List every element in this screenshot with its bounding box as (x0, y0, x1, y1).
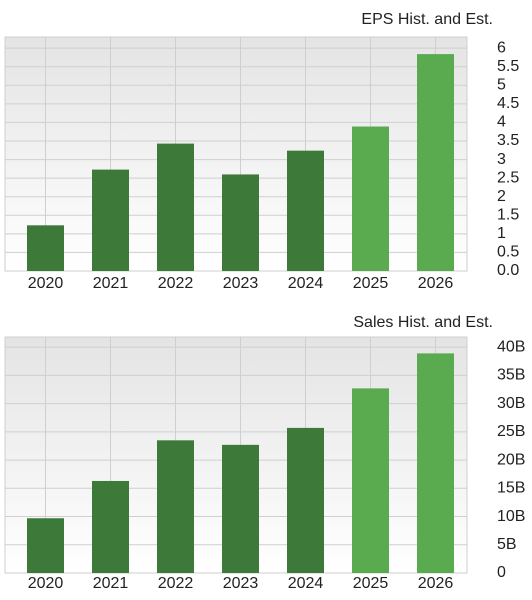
x-tick-label: 2026 (418, 575, 454, 592)
bar (417, 54, 454, 272)
y-tick-label: 5 (497, 77, 506, 94)
chart-title: EPS Hist. and Est. (361, 11, 493, 28)
y-tick-label: 35B (497, 367, 525, 384)
x-tick-label: 2023 (223, 275, 259, 292)
y-tick-label: 2.5 (497, 169, 519, 186)
y-tick-label: 1 (497, 225, 506, 242)
y-tick-label: 2 (497, 188, 506, 205)
x-tick-label: 2025 (353, 275, 389, 292)
y-tick-label: 20B (497, 451, 525, 468)
bar (352, 388, 389, 573)
bar (157, 440, 194, 573)
x-tick-label: 2024 (288, 275, 324, 292)
x-tick-label: 2020 (28, 575, 64, 592)
y-tick-label: 4.5 (497, 95, 519, 112)
chart-title: Sales Hist. and Est. (353, 314, 493, 331)
x-tick-label: 2021 (93, 575, 129, 592)
bar (92, 169, 129, 271)
y-tick-label: 30B (497, 395, 525, 412)
bar (287, 427, 324, 573)
y-tick-label: 1.5 (497, 207, 519, 224)
x-tick-label: 2020 (28, 275, 64, 292)
bar (222, 174, 259, 271)
y-tick-label: 25B (497, 423, 525, 440)
y-tick-label: 5.5 (497, 58, 519, 75)
bar (27, 518, 64, 573)
y-tick-label: 0.0 (497, 262, 519, 279)
y-tick-label: 5B (497, 536, 517, 553)
bar (27, 225, 64, 271)
bar (352, 126, 389, 271)
y-tick-label: 3 (497, 151, 506, 168)
x-tick-label: 2024 (288, 575, 324, 592)
y-tick-label: 15B (497, 480, 525, 497)
bar (92, 480, 129, 573)
y-tick-label: 40B (497, 338, 525, 355)
y-tick-label: 4 (497, 114, 506, 131)
y-tick-label: 10B (497, 508, 525, 525)
x-tick-label: 2022 (158, 275, 194, 292)
bar (157, 143, 194, 271)
y-tick-label: 0.5 (497, 244, 519, 261)
x-tick-label: 2025 (353, 575, 389, 592)
y-tick-label: 0 (497, 564, 506, 581)
bar (417, 353, 454, 573)
y-tick-label: 6 (497, 39, 506, 56)
x-tick-label: 2021 (93, 275, 129, 292)
y-tick-label: 3.5 (497, 132, 519, 149)
bar (287, 150, 324, 271)
x-tick-label: 2026 (418, 275, 454, 292)
bar (222, 444, 259, 573)
x-tick-label: 2022 (158, 575, 194, 592)
x-tick-label: 2023 (223, 575, 259, 592)
